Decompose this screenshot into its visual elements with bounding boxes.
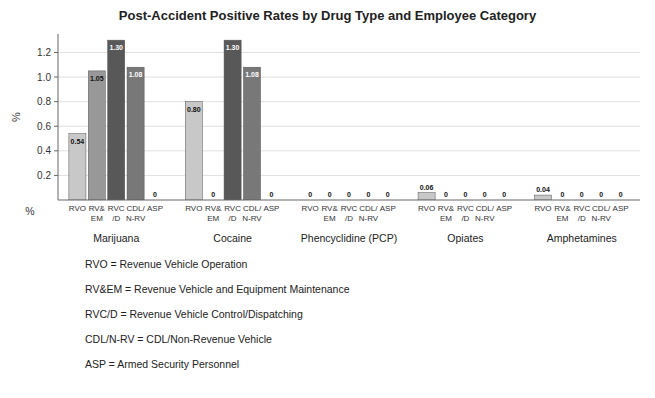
x-tick-label: CDL/N-RV	[242, 204, 262, 223]
y-tick	[54, 126, 58, 127]
category-label: Marijuana	[93, 232, 139, 244]
y-tick	[54, 52, 58, 53]
data-label: 1.05	[90, 75, 104, 82]
x-tick-label: ASP	[380, 204, 396, 213]
grid	[58, 52, 640, 175]
x-tick-label: RVC/D	[457, 204, 474, 223]
x-tick-label: RV&EM	[89, 204, 106, 223]
data-label: 0	[483, 191, 487, 198]
data-label: 0	[211, 191, 215, 198]
data-label: 0	[308, 191, 312, 198]
x-tick-label: RVC/D	[341, 204, 358, 223]
chart: Post-Accident Positive Rates by Drug Typ…	[0, 0, 655, 398]
grid-line	[58, 175, 640, 176]
x-tick-label: CDL/N-RV	[126, 204, 146, 223]
grid-line	[58, 52, 640, 53]
x-tick-label: RV&EM	[554, 204, 571, 223]
x-tick-label: RVC/D	[108, 204, 125, 223]
y-tick-label: 1.0	[37, 72, 51, 83]
data-label: 0	[347, 191, 351, 198]
data-label: 0	[560, 191, 564, 198]
data-label: 1.08	[245, 71, 259, 78]
x-tick-label: RVO	[302, 204, 319, 213]
bar	[69, 134, 86, 200]
title: Post-Accident Positive Rates by Drug Typ…	[119, 8, 537, 23]
grid-line	[58, 101, 640, 102]
bar	[224, 40, 241, 200]
data-label: 0	[463, 191, 467, 198]
footnote: RVC/D = Revenue Vehicle Control/Dispatch…	[85, 308, 303, 320]
category-label: Phencyclidine (PCP)	[301, 232, 397, 244]
y-label: %	[10, 112, 22, 122]
y-tick-label: 0.2	[37, 170, 51, 181]
bar	[88, 71, 105, 200]
x-tick-label: RVC/D	[224, 204, 241, 223]
x-tick-label: RV&EM	[438, 204, 455, 223]
category-label: Cocaine	[213, 232, 252, 244]
y-tick-label: 1.2	[37, 47, 51, 58]
x-tick-label: ASP	[263, 204, 279, 213]
bar	[418, 193, 435, 200]
grid-line	[58, 126, 640, 127]
x-tick-label: RVO	[418, 204, 435, 213]
y-tick	[54, 77, 58, 78]
grid-line	[58, 77, 640, 78]
x-axis	[58, 200, 640, 201]
y-tick	[54, 101, 58, 102]
bar	[243, 67, 260, 200]
bar	[185, 102, 202, 200]
footnote: RVO = Revenue Vehicle Operation	[85, 258, 248, 270]
data-label: 0	[269, 191, 273, 198]
x-tick-label: RVO	[69, 204, 86, 213]
data-label: 0	[619, 191, 623, 198]
x-label: %	[25, 205, 34, 217]
x-tick-label: RV&EM	[321, 204, 338, 223]
data-labels: 0.54 0.80 0 0.06 0.04 1.05 0 0 0 0 1.30 1.30 0 0 0 1.08…	[71, 44, 623, 198]
data-label: 0	[444, 191, 448, 198]
category-label: Amphetamines	[547, 232, 617, 244]
bar	[534, 195, 551, 200]
data-label: 0	[153, 191, 157, 198]
data-label: 0	[328, 191, 332, 198]
x-tick-label: CDL/N-RV	[591, 204, 611, 223]
x-tick-label: ASP	[147, 204, 163, 213]
x-tick-label: RV&EM	[205, 204, 222, 223]
bar	[108, 40, 125, 200]
data-label: 0.06	[420, 184, 434, 191]
footnote: ASP = Armed Security Personnel	[85, 358, 239, 370]
y-tick	[54, 175, 58, 176]
bar	[127, 67, 144, 200]
data-label: 0	[502, 191, 506, 198]
y-tick-label: 0.8	[37, 96, 51, 107]
bars	[69, 40, 552, 200]
x-tick-label: ASP	[496, 204, 512, 213]
data-label: 0.80	[187, 106, 201, 113]
category-label: Opiates	[447, 232, 483, 244]
footnote: RV&EM = Revenue Vehicle and Equipment Ma…	[85, 283, 350, 295]
y-tick-label: 0.6	[37, 121, 51, 132]
grid-line	[58, 150, 640, 151]
footnote: CDL/N-RV = CDL/Non-Revenue Vehicle	[85, 333, 272, 345]
x-tick-label: RVO	[185, 204, 202, 213]
data-label: 0	[366, 191, 370, 198]
x-tick-label: CDL/N-RV	[359, 204, 379, 223]
data-label: 0	[599, 191, 603, 198]
y-tick-label: 0.4	[37, 145, 51, 156]
data-label: 1.30	[109, 44, 123, 51]
data-label: 0	[386, 191, 390, 198]
x-tick-label: RVC/D	[573, 204, 590, 223]
x-tick-label: RVO	[534, 204, 551, 213]
data-label: 1.08	[129, 71, 143, 78]
y-axis	[58, 34, 59, 200]
data-label: 0.54	[71, 138, 85, 145]
x-tick-label: ASP	[613, 204, 629, 213]
x-tick-label: CDL/N-RV	[475, 204, 495, 223]
data-label: 0	[580, 191, 584, 198]
data-label: 1.30	[226, 44, 240, 51]
data-label: 0.04	[536, 186, 550, 193]
y-tick	[54, 150, 58, 151]
